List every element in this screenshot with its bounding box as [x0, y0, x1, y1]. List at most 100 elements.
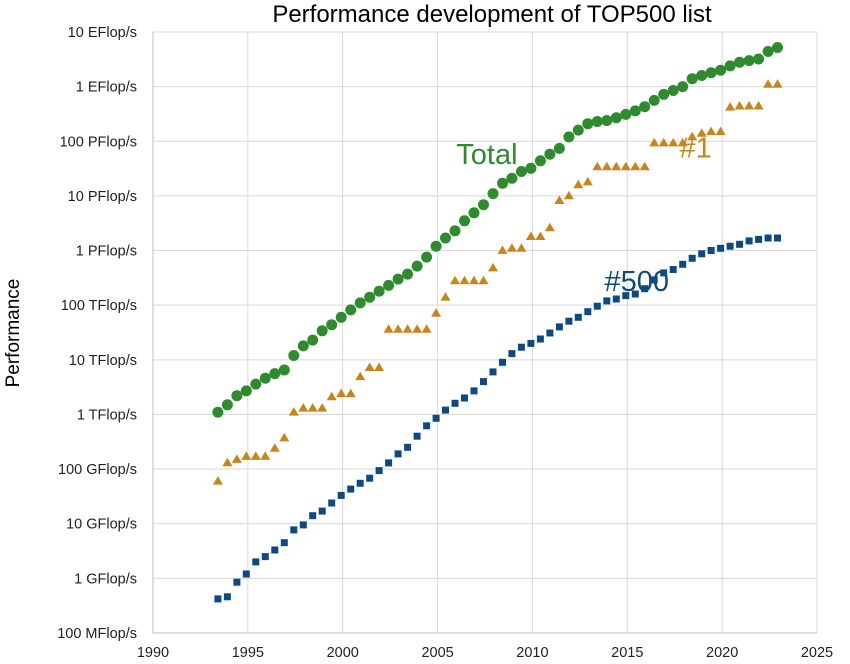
- data-point-total: [515, 166, 527, 177]
- data-point-number-500: [736, 240, 744, 248]
- data-point-total: [440, 232, 451, 244]
- data-point-total: [648, 94, 660, 106]
- data-point-number-1: [336, 388, 347, 398]
- data-point-number-1: [269, 443, 280, 452]
- series-triangle: [212, 79, 783, 485]
- data-point-number-1: [488, 262, 498, 272]
- data-point-number-500: [451, 399, 459, 407]
- data-point-number-1: [601, 161, 612, 171]
- data-point-total: [629, 105, 641, 117]
- y-tick-label: 100 PFlop/s: [60, 134, 137, 150]
- data-point-total: [278, 364, 290, 376]
- data-point-total: [212, 406, 224, 418]
- data-point-number-500: [366, 474, 374, 482]
- data-point-number-500: [631, 290, 639, 298]
- data-point-number-1: [440, 292, 451, 301]
- data-point-number-1: [706, 126, 717, 136]
- data-point-number-500: [337, 491, 345, 499]
- data-point-number-500: [328, 499, 336, 507]
- data-point-total: [421, 251, 433, 263]
- data-point-number-1: [696, 128, 707, 137]
- data-point-number-1: [630, 161, 641, 171]
- x-tick-label: 2005: [421, 645, 453, 661]
- data-point-number-500: [252, 558, 260, 566]
- data-point-number-500: [271, 546, 279, 554]
- data-point-number-1: [620, 161, 631, 171]
- series-label: #1: [679, 133, 711, 165]
- data-point-number-1: [658, 137, 669, 147]
- data-point-number-1: [260, 451, 271, 460]
- data-point-total: [354, 297, 366, 309]
- data-point-number-1: [212, 476, 223, 485]
- data-point-number-500: [480, 378, 487, 386]
- data-point-total: [497, 177, 508, 189]
- data-point-number-500: [432, 414, 440, 422]
- y-tick-label: 100 MFlop/s: [57, 626, 137, 642]
- data-point-total: [743, 55, 755, 67]
- data-point-total: [525, 162, 537, 174]
- series-label: Total: [456, 139, 517, 171]
- data-point-number-1: [469, 275, 479, 285]
- data-point-total: [478, 199, 489, 211]
- data-point-number-1: [715, 126, 726, 136]
- data-point-number-1: [725, 102, 736, 111]
- data-point-number-1: [298, 403, 309, 412]
- data-point-total: [288, 350, 300, 361]
- x-tick-label: 2020: [706, 645, 738, 661]
- y-tick-label: 10 GFlop/s: [66, 517, 137, 533]
- data-point-number-1: [611, 161, 622, 171]
- data-point-number-1: [753, 101, 764, 110]
- data-point-number-500: [385, 459, 393, 467]
- data-point-number-1: [582, 176, 593, 186]
- data-point-number-500: [375, 467, 383, 475]
- data-point-total: [591, 116, 603, 127]
- data-point-total: [563, 131, 575, 143]
- data-point-total: [430, 240, 442, 252]
- y-tick-label: 10 EFlop/s: [68, 25, 137, 41]
- data-point-total: [297, 340, 309, 352]
- data-point-number-500: [461, 394, 468, 402]
- data-point-number-1: [506, 243, 517, 252]
- data-point-total: [364, 291, 376, 303]
- data-point-number-1: [497, 245, 508, 254]
- data-point-number-500: [508, 350, 516, 358]
- data-point-number-500: [717, 244, 725, 252]
- data-point-number-500: [574, 313, 582, 321]
- data-point-number-1: [279, 432, 290, 442]
- data-point-number-500: [233, 578, 241, 586]
- data-point-total: [762, 46, 774, 57]
- data-point-total: [724, 60, 736, 72]
- data-point-number-500: [612, 295, 620, 303]
- data-point-total: [667, 85, 679, 96]
- data-point-number-500: [764, 234, 772, 242]
- data-point-number-500: [309, 512, 317, 520]
- data-point-number-1: [639, 161, 650, 171]
- data-point-total: [658, 88, 670, 100]
- y-axis-label: Performance: [3, 279, 24, 388]
- data-point-number-1: [250, 451, 261, 460]
- series-labels: Total #1 #500: [456, 133, 711, 299]
- data-point-total: [345, 304, 357, 316]
- data-point-number-500: [698, 250, 706, 258]
- data-point-number-1: [222, 457, 233, 467]
- axes: [152, 32, 817, 634]
- data-point-total: [610, 112, 622, 124]
- data-point-number-1: [326, 391, 337, 401]
- data-point-number-1: [374, 362, 385, 371]
- data-point-total: [411, 260, 423, 272]
- y-tick-label: 10 PFlop/s: [68, 189, 137, 205]
- data-point-total: [677, 81, 689, 93]
- data-point-total: [250, 378, 262, 390]
- x-tick-label: 2025: [801, 645, 833, 661]
- data-point-number-1: [412, 324, 423, 333]
- data-point-total: [468, 207, 480, 219]
- data-point-number-1: [649, 137, 660, 147]
- x-tick-label: 1995: [232, 645, 264, 661]
- data-point-number-500: [669, 266, 677, 273]
- data-point-number-500: [517, 343, 525, 351]
- data-point-number-500: [280, 539, 288, 547]
- data-point-number-1: [393, 324, 404, 333]
- data-point-number-1: [345, 388, 356, 398]
- data-point-total: [326, 319, 338, 331]
